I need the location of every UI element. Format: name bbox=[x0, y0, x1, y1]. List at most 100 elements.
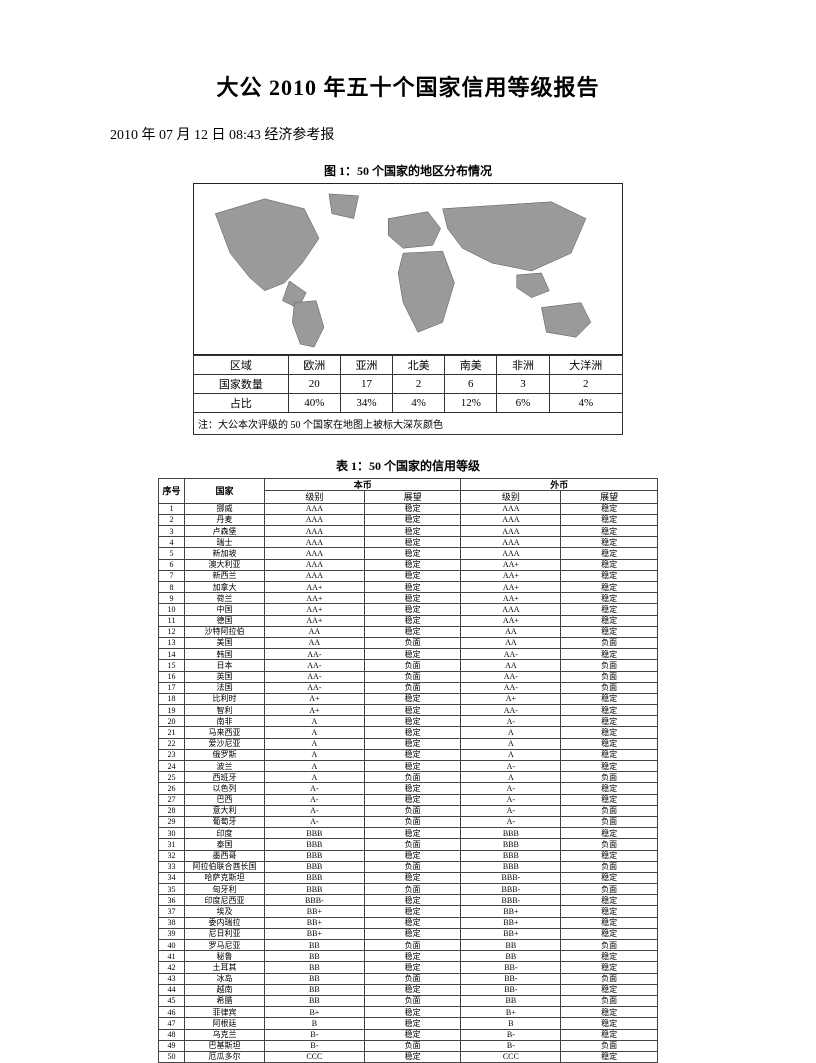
cell-country: 沙特阿拉伯 bbox=[185, 626, 265, 637]
cell-local-outlook: 稳定 bbox=[364, 1029, 461, 1040]
region-count: 2 bbox=[393, 375, 445, 394]
cell-local-outlook: 稳定 bbox=[364, 537, 461, 548]
table-row: 24波兰A稳定A-稳定 bbox=[159, 761, 658, 772]
cell-local-outlook: 负面 bbox=[364, 682, 461, 693]
cell-country: 卢森堡 bbox=[185, 526, 265, 537]
region-count: 2 bbox=[549, 375, 622, 394]
cell-country: 菲律宾 bbox=[185, 1007, 265, 1018]
cell-foreign-grade: AA- bbox=[461, 705, 561, 716]
region-col: 大洋洲 bbox=[549, 356, 622, 375]
cell-seq: 24 bbox=[159, 761, 185, 772]
cell-local-outlook: 稳定 bbox=[364, 582, 461, 593]
cell-local-outlook: 稳定 bbox=[364, 693, 461, 704]
cell-local-outlook: 稳定 bbox=[364, 705, 461, 716]
region-ratio: 4% bbox=[549, 394, 622, 413]
table-row: 2丹麦AAA稳定AAA稳定 bbox=[159, 514, 658, 525]
cell-foreign-grade: AA+ bbox=[461, 582, 561, 593]
table-row: 30印度BBB稳定BBB稳定 bbox=[159, 828, 658, 839]
cell-local-grade: BBB bbox=[265, 828, 365, 839]
cell-local-outlook: 稳定 bbox=[364, 559, 461, 570]
cell-local-grade: B bbox=[265, 1018, 365, 1029]
table-row: 31泰国BBB负面BBB负面 bbox=[159, 839, 658, 850]
col-foreign-grade: 级别 bbox=[461, 491, 561, 503]
cell-seq: 36 bbox=[159, 895, 185, 906]
col-foreign: 外币 bbox=[461, 479, 658, 491]
cell-country: 日本 bbox=[185, 660, 265, 671]
cell-foreign-outlook: 稳定 bbox=[561, 928, 658, 939]
region-col: 非洲 bbox=[497, 356, 549, 375]
cell-foreign-grade: AAA bbox=[461, 537, 561, 548]
cell-local-grade: BB bbox=[265, 951, 365, 962]
cell-foreign-outlook: 稳定 bbox=[561, 649, 658, 660]
cell-foreign-outlook: 负面 bbox=[561, 973, 658, 984]
region-count: 20 bbox=[288, 375, 340, 394]
cell-country: 比利时 bbox=[185, 693, 265, 704]
cell-local-outlook: 负面 bbox=[364, 805, 461, 816]
cell-foreign-outlook: 稳定 bbox=[561, 783, 658, 794]
cell-local-grade: A bbox=[265, 727, 365, 738]
cell-country: 以色列 bbox=[185, 783, 265, 794]
cell-country: 新西兰 bbox=[185, 570, 265, 581]
cell-seq: 3 bbox=[159, 526, 185, 537]
dateline: 2010 年 07 月 12 日 08:43 经济参考报 bbox=[110, 124, 716, 144]
cell-foreign-grade: BB- bbox=[461, 962, 561, 973]
cell-foreign-grade: AA- bbox=[461, 682, 561, 693]
cell-country: 葡萄牙 bbox=[185, 816, 265, 827]
cell-country: 意大利 bbox=[185, 805, 265, 816]
cell-local-grade: BBB bbox=[265, 850, 365, 861]
cell-local-grade: BB+ bbox=[265, 906, 365, 917]
cell-seq: 2 bbox=[159, 514, 185, 525]
region-header-label: 区域 bbox=[194, 356, 289, 375]
cell-local-outlook: 稳定 bbox=[364, 604, 461, 615]
region-ratio: 34% bbox=[340, 394, 392, 413]
cell-foreign-outlook: 稳定 bbox=[561, 850, 658, 861]
cell-foreign-grade: BB+ bbox=[461, 906, 561, 917]
cell-local-outlook: 稳定 bbox=[364, 962, 461, 973]
cell-seq: 37 bbox=[159, 906, 185, 917]
cell-seq: 23 bbox=[159, 749, 185, 760]
cell-seq: 31 bbox=[159, 839, 185, 850]
cell-foreign-grade: CCC bbox=[461, 1051, 561, 1062]
cell-foreign-outlook: 稳定 bbox=[561, 526, 658, 537]
cell-foreign-outlook: 负面 bbox=[561, 660, 658, 671]
cell-local-grade: A- bbox=[265, 783, 365, 794]
cell-foreign-grade: AAA bbox=[461, 503, 561, 514]
cell-local-outlook: 稳定 bbox=[364, 917, 461, 928]
cell-country: 韩国 bbox=[185, 649, 265, 660]
cell-local-outlook: 稳定 bbox=[364, 615, 461, 626]
cell-foreign-outlook: 稳定 bbox=[561, 570, 658, 581]
cell-local-grade: B- bbox=[265, 1040, 365, 1051]
cell-country: 美国 bbox=[185, 637, 265, 648]
cell-foreign-outlook: 稳定 bbox=[561, 514, 658, 525]
table-row: 27巴西A-稳定A-稳定 bbox=[159, 794, 658, 805]
table-row: 29葡萄牙A-负面A-负面 bbox=[159, 816, 658, 827]
cell-local-outlook: 稳定 bbox=[364, 928, 461, 939]
cell-foreign-outlook: 稳定 bbox=[561, 537, 658, 548]
col-local-outlook: 展望 bbox=[364, 491, 461, 503]
cell-seq: 43 bbox=[159, 973, 185, 984]
col-foreign-outlook: 展望 bbox=[561, 491, 658, 503]
region-count: 17 bbox=[340, 375, 392, 394]
cell-local-outlook: 稳定 bbox=[364, 749, 461, 760]
figure-1-title: 图 1：50 个国家的地区分布情况 bbox=[193, 162, 623, 179]
table-row: 16英国AA-负面AA-负面 bbox=[159, 671, 658, 682]
cell-country: 希腊 bbox=[185, 995, 265, 1006]
cell-seq: 20 bbox=[159, 716, 185, 727]
cell-local-grade: AAA bbox=[265, 526, 365, 537]
cell-seq: 21 bbox=[159, 727, 185, 738]
table-row: 22爱沙尼亚A稳定A稳定 bbox=[159, 738, 658, 749]
cell-foreign-grade: AA- bbox=[461, 649, 561, 660]
credit-rating-table: 序号 国家 本币 外币 级别 展望 级别 展望 1挪威AAA稳定AAA稳定2丹麦… bbox=[158, 478, 658, 1063]
cell-country: 法国 bbox=[185, 682, 265, 693]
cell-seq: 30 bbox=[159, 828, 185, 839]
table-row: 46菲律宾B+稳定B+稳定 bbox=[159, 1007, 658, 1018]
cell-seq: 9 bbox=[159, 593, 185, 604]
cell-local-outlook: 负面 bbox=[364, 973, 461, 984]
cell-foreign-grade: BB bbox=[461, 940, 561, 951]
cell-country: 委内瑞拉 bbox=[185, 917, 265, 928]
cell-foreign-outlook: 负面 bbox=[561, 861, 658, 872]
cell-foreign-grade: AA bbox=[461, 626, 561, 637]
cell-foreign-outlook: 稳定 bbox=[561, 582, 658, 593]
table-row: 7新西兰AAA稳定AA+稳定 bbox=[159, 570, 658, 581]
cell-country: 埃及 bbox=[185, 906, 265, 917]
